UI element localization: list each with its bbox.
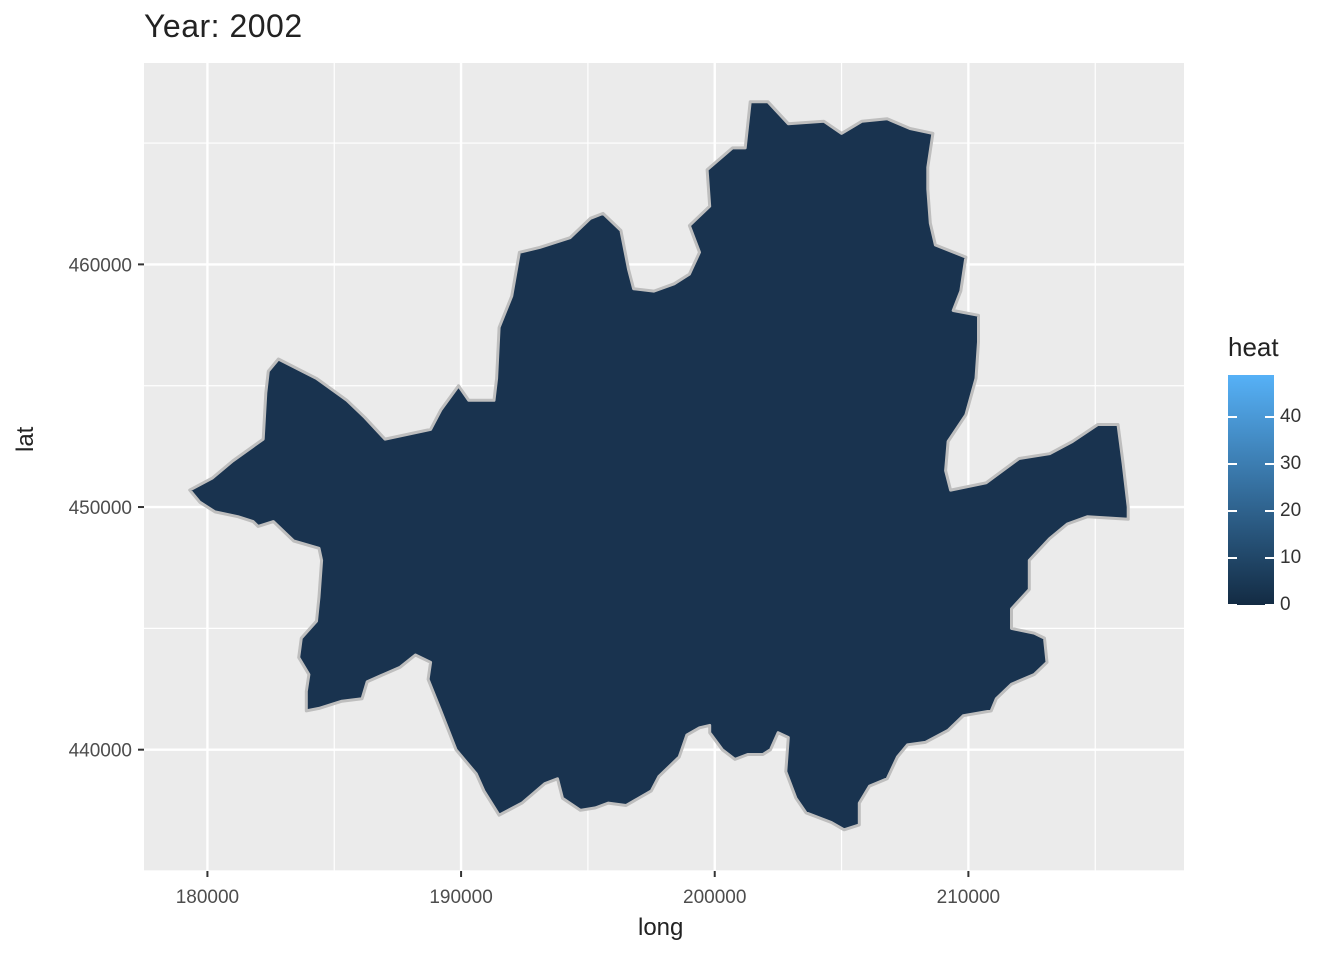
y-axis-title: lat	[12, 426, 40, 452]
legend-title: heat	[1228, 332, 1279, 363]
legend-tick-mark	[1228, 557, 1237, 559]
x-tick-label: 200000	[683, 887, 746, 908]
y-axis: 440000 450000 460000	[69, 255, 144, 762]
legend-tick-mark	[1265, 557, 1274, 559]
y-tick-label: 450000	[69, 498, 132, 519]
x-axis: 180000 190000 200000 210000	[176, 871, 1000, 908]
legend-tick-mark	[1265, 416, 1274, 418]
legend: heat 0 10 20 30 40	[1228, 332, 1338, 632]
legend-tick-mark	[1228, 416, 1237, 418]
legend-tick-mark	[1228, 510, 1237, 512]
x-tick-label: 180000	[176, 887, 239, 908]
legend-tick-label: 10	[1280, 547, 1302, 569]
legend-tick-label: 30	[1280, 453, 1302, 475]
x-tick-label: 210000	[937, 887, 1000, 908]
plot-title: Year: 2002	[144, 8, 303, 45]
legend-tick-mark	[1265, 604, 1274, 606]
x-tick-label: 190000	[429, 887, 492, 908]
legend-tick-label: 0	[1280, 594, 1291, 615]
map-regions	[188, 100, 1130, 832]
y-tick-label: 440000	[69, 741, 132, 762]
region-polygon	[188, 100, 1130, 832]
legend-tick-mark	[1265, 510, 1274, 512]
legend-tick-mark	[1228, 604, 1237, 606]
legend-tick-label: 40	[1280, 406, 1302, 428]
legend-colorbar	[1228, 375, 1274, 605]
x-axis-title: long	[638, 914, 684, 942]
legend-tick-mark	[1228, 463, 1237, 465]
legend-tick-mark	[1265, 463, 1274, 465]
legend-tick-label: 20	[1280, 500, 1302, 522]
y-tick-label: 460000	[69, 255, 132, 276]
